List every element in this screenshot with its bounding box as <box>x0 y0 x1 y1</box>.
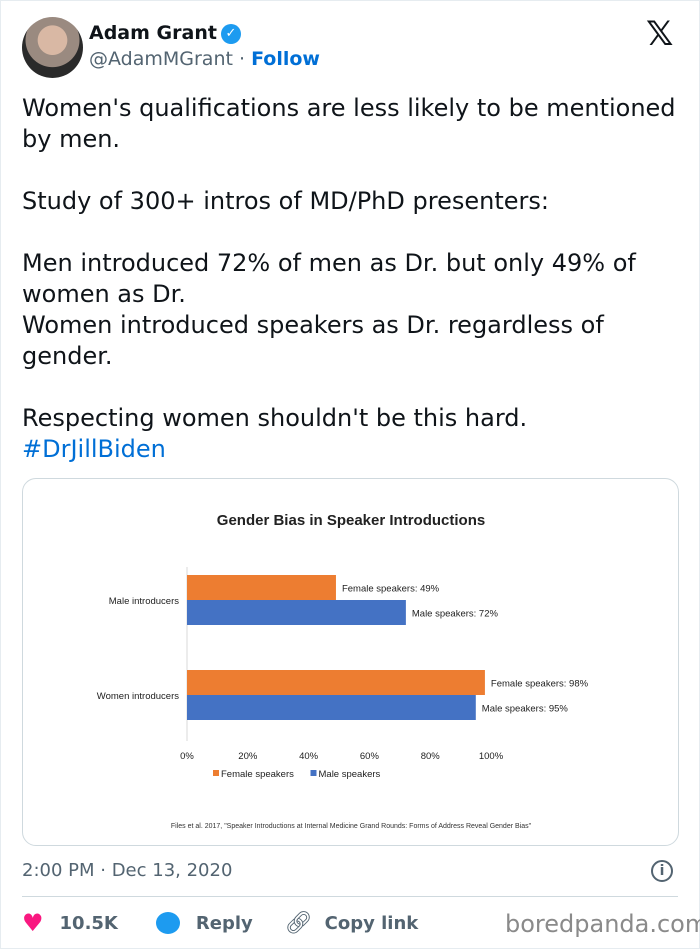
x-logo-icon[interactable]: 𝕏 <box>646 14 674 54</box>
reply-bubble-icon <box>155 912 180 934</box>
action-bar: ♥ 10.5K Reply 🔗︎ Copy link <box>22 909 418 937</box>
follow-button[interactable]: Follow <box>251 48 320 70</box>
watermark: boredpanda.com <box>505 910 700 938</box>
timestamp[interactable]: 2:00 PM · Dec 13, 2020 <box>22 860 233 881</box>
category-label: Male introducers <box>109 596 179 607</box>
link-icon: 🔗︎ <box>284 910 313 936</box>
bar <box>187 670 485 695</box>
x-tick-label: 40% <box>299 751 319 762</box>
x-tick-label: 60% <box>360 751 380 762</box>
like-count: 10.5K <box>59 912 118 934</box>
data-label: Female speakers: 98% <box>491 679 589 690</box>
hashtag-link[interactable]: #DrJillBiden <box>22 435 166 463</box>
avatar[interactable] <box>22 17 83 78</box>
data-label: Female speakers: 49% <box>342 584 440 595</box>
author-name[interactable]: Adam Grant ✓ <box>89 22 241 44</box>
handle-text[interactable]: @AdamMGrant <box>89 48 233 70</box>
tweet-body: Women's qualifications are less likely t… <box>22 94 676 432</box>
chart-source: Files et al. 2017, "Speaker Introduction… <box>171 823 532 830</box>
divider <box>22 896 678 897</box>
category-label: Women introducers <box>97 691 179 702</box>
chart-title: Gender Bias in Speaker Introductions <box>217 512 485 529</box>
copy-link-label: Copy link <box>324 912 419 934</box>
bar-chart: Gender Bias in Speaker Introductions Male… <box>97 512 589 830</box>
separator: · <box>239 48 246 70</box>
reply-button[interactable]: Reply <box>118 912 253 934</box>
chart-image[interactable]: Gender Bias in Speaker Introductions Male… <box>22 478 679 846</box>
bar <box>187 600 406 625</box>
reply-label: Reply <box>195 912 253 934</box>
x-tick-label: 0% <box>180 751 194 762</box>
verified-badge-icon: ✓ <box>220 24 241 44</box>
x-tick-label: 100% <box>479 751 504 762</box>
tweet-text: Women's qualifications are less likely t… <box>22 93 682 465</box>
heart-icon: ♥ <box>22 909 44 937</box>
legend-label: Female speakers <box>221 769 294 780</box>
x-tick-label: 20% <box>238 751 258 762</box>
data-label: Male speakers: 95% <box>482 704 569 715</box>
legend-swatch <box>310 770 317 776</box>
data-label: Male speakers: 72% <box>412 609 499 620</box>
legend-label: Male speakers <box>319 769 381 780</box>
author-handle: @AdamMGrant · Follow <box>89 48 320 70</box>
bar <box>187 695 476 720</box>
x-tick-label: 80% <box>421 751 441 762</box>
like-button[interactable]: ♥ 10.5K <box>22 909 118 937</box>
copy-link-button[interactable]: 🔗︎ Copy link <box>253 911 419 936</box>
info-icon[interactable]: i <box>651 860 673 882</box>
bar <box>187 575 336 600</box>
legend-swatch <box>213 770 219 776</box>
